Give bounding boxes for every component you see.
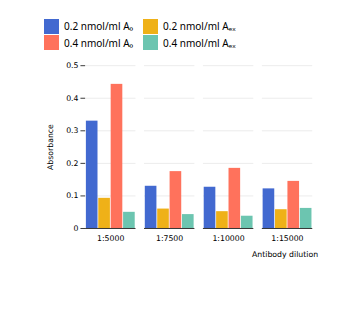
html-text:0.4 nmol/ml A₀: 0.4 nmol/ml A₀	[64, 35, 133, 50]
svg-text:1:5000: 1:5000	[97, 234, 124, 243]
svg-text:0.1: 0.1	[66, 191, 78, 200]
svg-text:0.5: 0.5	[66, 61, 78, 70]
svg-text:0.4: 0.4	[66, 94, 78, 103]
html-text:0.4 nmol/ml Aₑₓ: 0.4 nmol/ml Aₑₓ	[163, 35, 236, 50]
svg-text:1:15000: 1:15000	[271, 234, 303, 243]
svg-text:1:10000: 1:10000	[212, 234, 244, 243]
html-text:0.2 nmol/ml A₀: 0.2 nmol/ml A₀	[64, 19, 133, 34]
svg-text:1:7500: 1:7500	[156, 234, 183, 243]
svg-text:0: 0	[74, 224, 79, 233]
svg-text:Antibody dilution: Antibody dilution	[252, 250, 318, 259]
svg-text:0.3: 0.3	[66, 126, 78, 135]
svg-text:Absorbance: Absorbance	[46, 124, 55, 170]
html-text:0.2 nmol/ml Aₑₓ: 0.2 nmol/ml Aₑₓ	[163, 19, 236, 34]
svg-text:0.2: 0.2	[66, 159, 78, 168]
